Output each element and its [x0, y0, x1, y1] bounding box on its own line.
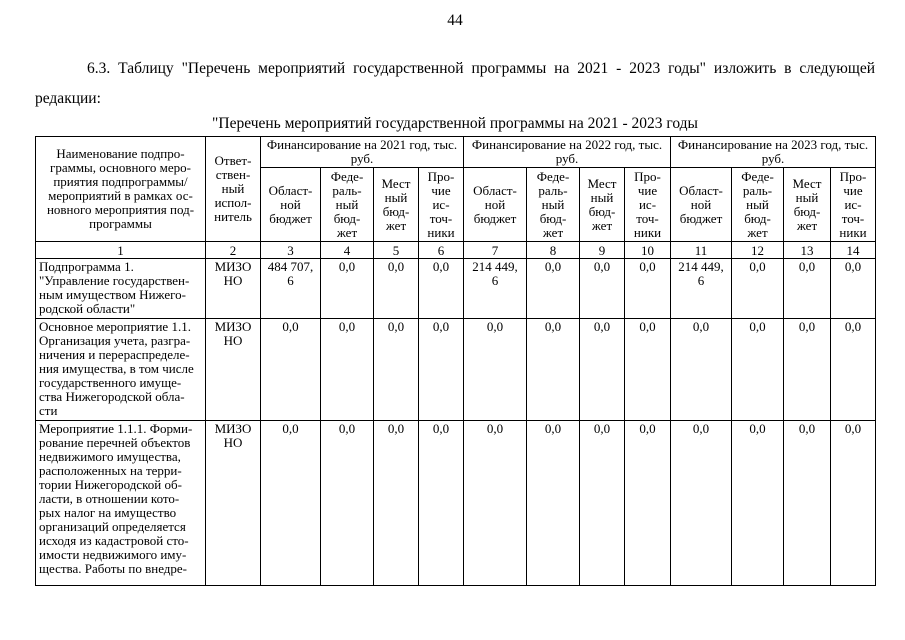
cell-value: 0,0 [463, 318, 527, 421]
cell-value: 0,0 [670, 420, 732, 586]
subheader-oblast-budget-2022: Област- ной бюджет [463, 167, 527, 242]
column-number: 12 [731, 241, 784, 259]
subheader-other-sources-2021: Про- чие ис- точ- ники [418, 167, 464, 242]
header-financing-2023: Финансирование на 2023 год, тыс. руб. [670, 136, 876, 168]
subheader-other-sources-2022: Про- чие ис- точ- ники [624, 167, 671, 242]
header-financing-2022: Финансирование на 2022 год, тыс. руб. [463, 136, 671, 168]
cell-value: 0,0 [830, 258, 876, 319]
cell-value: 214 449, 6 [670, 258, 732, 319]
cell-executor: МИЗО НО [205, 420, 261, 586]
subheader-local-budget-2023: Мест ный бюд- жет [783, 167, 831, 242]
subheader-local-budget-2021: Мест ный бюд- жет [373, 167, 419, 242]
subheader-oblast-budget-2023: Област- ной бюджет [670, 167, 732, 242]
cell-value: 0,0 [463, 420, 527, 586]
column-number: 10 [624, 241, 671, 259]
header-financing-2021: Финансирование на 2021 год, тыс. руб. [260, 136, 464, 168]
column-number: 1 [35, 241, 206, 259]
cell-value: 0,0 [830, 420, 876, 586]
cell-value: 0,0 [526, 258, 580, 319]
cell-value: 0,0 [783, 420, 831, 586]
cell-value: 0,0 [731, 420, 784, 586]
cell-executor: МИЗО НО [205, 318, 261, 421]
cell-value: 0,0 [731, 318, 784, 421]
cell-value: 0,0 [526, 318, 580, 421]
cell-value: 0,0 [624, 258, 671, 319]
cell-executor: МИЗО НО [205, 258, 261, 319]
cell-value: 0,0 [624, 318, 671, 421]
column-number: 2 [205, 241, 261, 259]
cell-value: 0,0 [320, 318, 374, 421]
column-number: 5 [373, 241, 419, 259]
column-number: 14 [830, 241, 876, 259]
cell-value: 0,0 [320, 258, 374, 319]
cell-value: 0,0 [579, 420, 625, 586]
page-number: 44 [447, 12, 463, 29]
cell-value: 214 449, 6 [463, 258, 527, 319]
cell-value: 0,0 [260, 318, 321, 421]
subheader-federal-budget-2021: Феде- раль- ный бюд- жет [320, 167, 374, 242]
cell-name: Мероприятие 1.1.1. Форми- рование перечн… [35, 420, 206, 586]
table-row-measure-1-1-1: Мероприятие 1.1.1. Форми- рование перечн… [35, 420, 876, 586]
cell-value: 484 707, 6 [260, 258, 321, 319]
cell-value: 0,0 [624, 420, 671, 586]
subheader-other-sources-2023: Про- чие ис- точ- ники [830, 167, 876, 242]
cell-value: 0,0 [320, 420, 374, 586]
cell-name: Основное мероприятие 1.1. Организация уч… [35, 318, 206, 421]
cell-value: 0,0 [418, 420, 464, 586]
cell-name: Подпрограмма 1. "Управление государствен… [35, 258, 206, 319]
cell-value: 0,0 [670, 318, 732, 421]
column-number: 9 [579, 241, 625, 259]
subheader-federal-budget-2023: Феде- раль- ный бюд- жет [731, 167, 784, 242]
program-measures-table: Наименование подпро- граммы, основного м… [35, 136, 876, 586]
intro-paragraph: 6.3. Таблицу "Перечень мероприятий госуд… [35, 60, 875, 107]
header-name-column: Наименование подпро- граммы, основного м… [35, 136, 206, 242]
cell-value: 0,0 [373, 420, 419, 586]
column-numbers-row: 1 2 3 4 5 6 7 8 9 10 11 12 13 14 [35, 241, 876, 259]
table-row-subprogram-1: Подпрограмма 1. "Управление государствен… [35, 258, 876, 319]
column-number: 11 [670, 241, 732, 259]
cell-value: 0,0 [418, 318, 464, 421]
cell-value: 0,0 [373, 318, 419, 421]
table-row-main-measure-1-1: Основное мероприятие 1.1. Организация уч… [35, 318, 876, 421]
column-number: 4 [320, 241, 374, 259]
header-executor-column: Ответ- ствен- ный испол- нитель [205, 136, 261, 242]
cell-value: 0,0 [579, 258, 625, 319]
column-number: 8 [526, 241, 580, 259]
cell-value: 0,0 [830, 318, 876, 421]
column-number: 6 [418, 241, 464, 259]
cell-value: 0,0 [418, 258, 464, 319]
subheader-federal-budget-2022: Феде- раль- ный бюд- жет [526, 167, 580, 242]
column-number: 3 [260, 241, 321, 259]
cell-value: 0,0 [731, 258, 784, 319]
cell-value: 0,0 [579, 318, 625, 421]
cell-value: 0,0 [373, 258, 419, 319]
column-number: 7 [463, 241, 527, 259]
table-title: "Перечень мероприятий государственной пр… [212, 115, 698, 132]
cell-value: 0,0 [260, 420, 321, 586]
cell-value: 0,0 [783, 318, 831, 421]
column-number: 13 [783, 241, 831, 259]
subheader-oblast-budget-2021: Област- ной бюджет [260, 167, 321, 242]
cell-value: 0,0 [526, 420, 580, 586]
subheader-local-budget-2022: Мест ный бюд- жет [579, 167, 625, 242]
cell-value: 0,0 [783, 258, 831, 319]
